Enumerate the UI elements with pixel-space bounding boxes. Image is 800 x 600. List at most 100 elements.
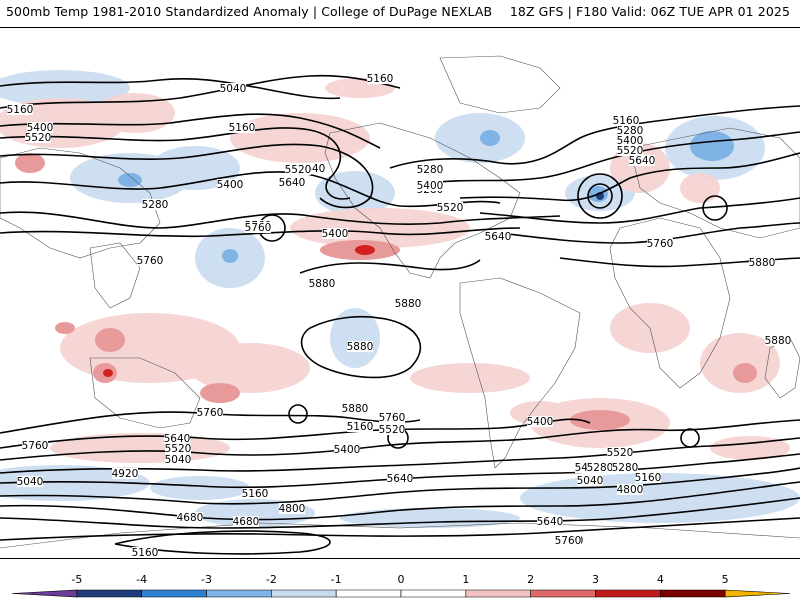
contour-label-bg xyxy=(647,238,673,249)
contour-label-bg xyxy=(217,179,243,190)
colorbar-legend: -5 -4 -3 -2 -1 0 1 2 3 4 5 xyxy=(11,573,791,598)
colorbar-segments xyxy=(11,589,791,598)
contour-label-bg xyxy=(395,298,421,309)
contour-label-bg xyxy=(749,257,775,268)
contour-label-bg xyxy=(165,443,191,454)
contour-label: 5880 xyxy=(309,278,336,290)
contour-label: 4920 xyxy=(112,468,139,480)
contour-label: 5040 xyxy=(577,475,604,487)
contour-label-bg xyxy=(245,222,271,233)
map-title: 500mb Temp 1981-2010 Standardized Anomal… xyxy=(6,4,493,19)
contour-label: 5160 xyxy=(229,122,256,134)
contour-label: 5880 xyxy=(765,335,792,347)
contour-label-bg xyxy=(485,231,511,242)
contour-label: 4680 xyxy=(233,516,260,528)
contour-label: 5160 xyxy=(635,472,662,484)
colorbar-tick-label: 1 xyxy=(462,573,469,586)
contour-label-bg xyxy=(613,115,639,126)
contour-label-bg xyxy=(417,164,443,175)
colorbar-segment xyxy=(724,589,791,598)
contour-label: 5640 xyxy=(164,433,191,445)
colorbar-segment xyxy=(660,589,726,598)
contour-label: 5760 xyxy=(555,535,582,547)
contour-label-bg xyxy=(617,125,643,136)
warm-anomaly-extreme xyxy=(103,245,375,377)
contour-label-bg xyxy=(635,472,661,483)
contour-label-bg xyxy=(299,163,325,174)
contour-label-bg xyxy=(242,488,268,499)
contour-label: 5640 xyxy=(629,155,656,167)
contour-label: 5880 xyxy=(342,403,369,415)
contour-label-bg xyxy=(309,278,335,289)
contour-label-bg xyxy=(617,484,643,495)
contour-label-bg xyxy=(197,407,223,418)
contour-label: 5400 xyxy=(617,135,644,147)
colorbar-tick-label: -1 xyxy=(331,573,342,586)
contour-label-bg xyxy=(132,547,158,558)
contour-label: 5160 xyxy=(347,421,374,433)
contour-label-bg xyxy=(334,444,360,455)
height-contours xyxy=(0,74,800,555)
contour-labels: 5160504051605400552051605280564054005520… xyxy=(7,73,792,559)
contour-label: 5760 xyxy=(197,407,224,419)
contour-label-bg xyxy=(322,228,348,239)
contour-label: 5640 xyxy=(279,177,306,189)
contour-label-bg xyxy=(27,122,53,133)
map-panel: 5160 5040 5160 5400 5520 5160 5280 5640 5400 5520… xyxy=(0,27,800,559)
contour-label: 5400 xyxy=(217,179,244,191)
contour-label: 5760 xyxy=(137,255,164,267)
contour-label-bg xyxy=(17,476,43,487)
contour-label: 4800 xyxy=(617,484,644,496)
contour-label: 5160 xyxy=(242,488,269,500)
contour-label-bg xyxy=(233,516,259,527)
colorbar-tick-label: -5 xyxy=(71,573,82,586)
contour-label: 5760 xyxy=(379,412,406,424)
contour-label: 5160 xyxy=(613,115,640,127)
contour-label: 5160 xyxy=(367,73,394,85)
colorbar-segment xyxy=(11,589,78,598)
contour-label: 5640 xyxy=(537,516,564,528)
contour-label: 5880 xyxy=(347,341,374,353)
colorbar-segment xyxy=(76,589,142,598)
contour-label-bg xyxy=(387,473,413,484)
contour-label: 5520 xyxy=(25,132,52,144)
contour-label: 5520 xyxy=(437,202,464,214)
contour-label-bg xyxy=(164,433,190,444)
contour-label: 5760 xyxy=(22,440,49,452)
contour-label-bg xyxy=(25,132,51,143)
contour-label: 5400 xyxy=(322,228,349,240)
colorbar-segment xyxy=(530,589,596,598)
contour-label: 5160 xyxy=(132,547,159,559)
contour-label: 5760 xyxy=(647,238,674,250)
contour-label: 5400 xyxy=(27,122,54,134)
contour-label: 5520 xyxy=(165,443,192,455)
colorbar-tick-label: 4 xyxy=(657,573,664,586)
contour-label-bg xyxy=(555,535,581,546)
colorbar-segment xyxy=(141,589,207,598)
contour-label-bg xyxy=(437,202,463,213)
contour-label: 5520 xyxy=(379,424,406,436)
contour-label: 5280 xyxy=(617,125,644,137)
contour-label-bg xyxy=(137,255,163,266)
contour-label-bg xyxy=(367,73,393,84)
contour-label-bg xyxy=(142,199,168,210)
contour-label-bg xyxy=(22,440,48,451)
colorbar-tick-label: -4 xyxy=(136,573,147,586)
colorbar-segment xyxy=(206,589,272,598)
contour-label-bg xyxy=(220,83,246,94)
contour-label: 5280 xyxy=(587,462,614,474)
contour-label-bg xyxy=(279,503,305,514)
contour-label-bg xyxy=(112,468,138,479)
contour-label-bg xyxy=(279,177,305,188)
contour-label-bg xyxy=(617,135,643,146)
contour-label-bg xyxy=(347,421,373,432)
contour-label-bg xyxy=(347,341,373,352)
contour-label-bg xyxy=(587,462,613,473)
contour-label-bg xyxy=(379,412,405,423)
contour-label: 5880 xyxy=(395,298,422,310)
contour-label-bg xyxy=(612,462,638,473)
colorbar-tick-label: 3 xyxy=(592,573,599,586)
contour-label: 4680 xyxy=(177,512,204,524)
colorbar-tick-label: -3 xyxy=(201,573,212,586)
colorbar-segment xyxy=(335,589,402,598)
